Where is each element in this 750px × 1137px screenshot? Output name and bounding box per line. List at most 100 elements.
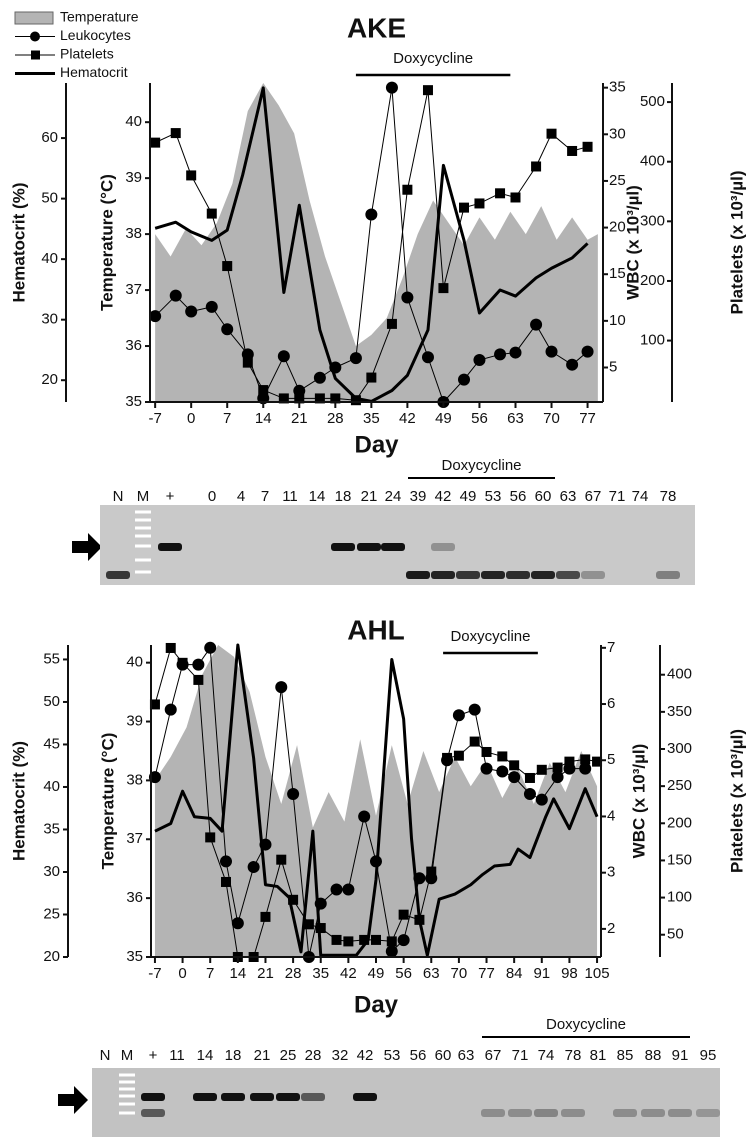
y2-tick-label: 3 bbox=[607, 864, 615, 881]
y2-tick-label: 2 bbox=[607, 920, 615, 937]
gel-band bbox=[508, 1109, 532, 1117]
platelet-point bbox=[258, 385, 269, 396]
platelet-point bbox=[314, 393, 325, 404]
platelet-point bbox=[564, 756, 575, 767]
x-tick-label: 14 bbox=[255, 410, 272, 427]
platelet-point bbox=[453, 750, 464, 761]
leukocyte-point bbox=[508, 771, 521, 784]
lane-label: + bbox=[149, 1047, 158, 1064]
lane-label: 49 bbox=[460, 488, 477, 505]
y-tick-label: 40 bbox=[126, 654, 143, 671]
legend-marker bbox=[30, 31, 40, 42]
leukocyte-point bbox=[241, 348, 254, 361]
platelet-point bbox=[170, 128, 181, 139]
gel-band bbox=[431, 571, 455, 579]
x-tick-label: 0 bbox=[178, 965, 186, 982]
x-tick-label: 98 bbox=[561, 965, 578, 982]
leukocyte-point bbox=[452, 709, 465, 722]
x-tick-label: 35 bbox=[312, 965, 329, 982]
platelet-point bbox=[294, 393, 305, 404]
ladder-band bbox=[119, 1073, 135, 1077]
leukocyte-point bbox=[545, 345, 558, 358]
platelet-point bbox=[330, 393, 341, 404]
y4-tick-label: 30 bbox=[43, 863, 60, 880]
gel-band bbox=[301, 1093, 325, 1101]
x-tick-label: 63 bbox=[423, 965, 440, 982]
gel-band bbox=[331, 543, 355, 551]
platelet-point bbox=[278, 393, 289, 404]
platelet-point bbox=[592, 756, 603, 767]
y-tick-label: 40 bbox=[125, 113, 142, 130]
leukocyte-point bbox=[530, 318, 543, 331]
platelet-point bbox=[469, 736, 480, 747]
x-tick-label: 49 bbox=[435, 410, 452, 427]
y4-tick-label: 25 bbox=[43, 905, 60, 922]
y4-tick-label: 20 bbox=[43, 948, 60, 965]
lane-label: 42 bbox=[435, 488, 452, 505]
y4-axis-title: Hematocrit (%) bbox=[9, 183, 28, 303]
platelet-point bbox=[495, 188, 506, 199]
leukocyte-point bbox=[473, 354, 486, 367]
legend-label: Temperature bbox=[60, 9, 139, 25]
treatment-label: Doxycycline bbox=[441, 457, 521, 474]
leukocyte-point bbox=[185, 305, 198, 318]
y3-tick-label: 400 bbox=[640, 153, 665, 170]
ladder-band bbox=[135, 534, 151, 538]
lane-label: 71 bbox=[512, 1047, 529, 1064]
leukocyte-point bbox=[566, 358, 579, 371]
gel-band bbox=[534, 1109, 558, 1117]
gel-band bbox=[250, 1093, 274, 1101]
gel-band bbox=[158, 543, 182, 551]
treatment-label: Doxycycline bbox=[450, 628, 530, 645]
gel-band bbox=[481, 1109, 505, 1117]
lane-label: 56 bbox=[510, 488, 527, 505]
platelet-point bbox=[567, 145, 578, 156]
x-tick-label: 84 bbox=[506, 965, 523, 982]
x-tick-label: 35 bbox=[363, 410, 380, 427]
y2-tick-label: 10 bbox=[609, 312, 626, 329]
platelet-point bbox=[371, 934, 381, 945]
y4-tick-label: 40 bbox=[43, 778, 60, 795]
platelet-point bbox=[481, 746, 492, 757]
ladder-band bbox=[119, 1087, 135, 1091]
legend-swatch bbox=[14, 11, 54, 25]
y3-tick-label: 200 bbox=[667, 814, 692, 831]
leukocyte-point bbox=[342, 883, 355, 896]
y3-tick-label: 100 bbox=[640, 332, 665, 349]
legend-marker bbox=[31, 50, 40, 60]
leukocyte-point bbox=[247, 861, 260, 874]
platelet-point bbox=[205, 832, 216, 843]
x-tick-label: 42 bbox=[340, 965, 357, 982]
x-tick-label: 21 bbox=[257, 965, 274, 982]
x-tick-label: 28 bbox=[285, 965, 302, 982]
x-tick-label: -7 bbox=[148, 410, 161, 427]
chart-title: AHL bbox=[347, 614, 405, 645]
x-tick-label: 7 bbox=[223, 410, 231, 427]
lane-label: 28 bbox=[305, 1047, 322, 1064]
platelet-point bbox=[524, 772, 535, 783]
platelet-point bbox=[177, 657, 188, 668]
platelet-point bbox=[497, 751, 508, 762]
lane-label: 74 bbox=[632, 488, 649, 505]
ladder-band bbox=[135, 518, 151, 522]
platelet-point bbox=[474, 198, 485, 209]
arrow bbox=[72, 533, 102, 561]
platelet-point bbox=[276, 854, 287, 865]
lane-label: 78 bbox=[565, 1047, 582, 1064]
y4-tick-label: 20 bbox=[41, 371, 58, 388]
lane-label: 60 bbox=[535, 488, 552, 505]
platelet-point bbox=[221, 876, 231, 887]
leukocyte-point bbox=[458, 373, 471, 386]
lane-label: 14 bbox=[197, 1047, 214, 1064]
ladder-band bbox=[119, 1094, 135, 1098]
gel-band bbox=[613, 1109, 637, 1117]
y2-tick-label: 25 bbox=[609, 172, 626, 189]
y4-tick-label: 50 bbox=[41, 190, 58, 207]
platelet-point bbox=[422, 85, 433, 96]
x-tick-label: 63 bbox=[507, 410, 524, 427]
ladder-band bbox=[119, 1111, 135, 1115]
lane-label: 11 bbox=[282, 488, 298, 505]
lane-label: 42 bbox=[357, 1047, 374, 1064]
y2-tick-label: 7 bbox=[607, 639, 615, 656]
lane-label: 85 bbox=[617, 1047, 634, 1064]
